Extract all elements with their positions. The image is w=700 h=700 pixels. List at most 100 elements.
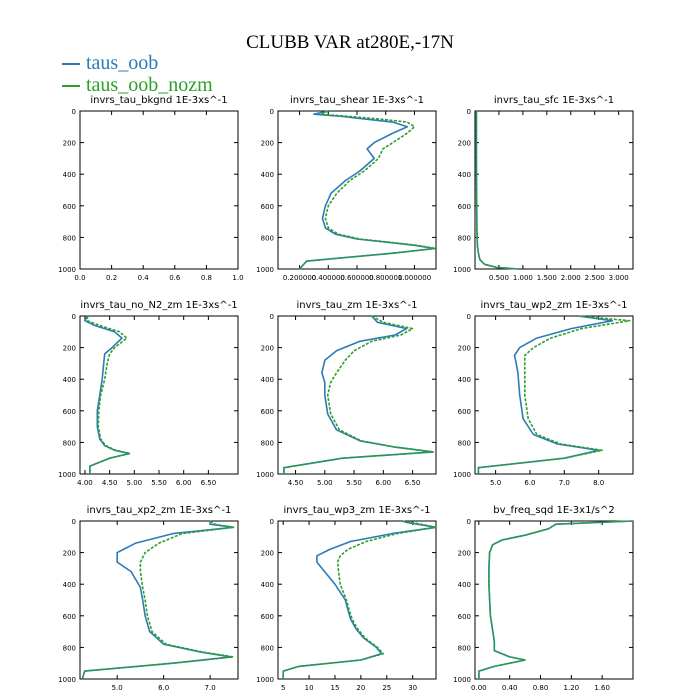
panel-title: invrs_tau_wp2_zm 1E-3xs^-1 <box>481 300 628 311</box>
series-line-taus-oob <box>477 315 614 474</box>
x-tick-label: 5 <box>281 684 285 692</box>
y-tick-label: 1000 <box>256 676 274 684</box>
panel-7: invrs_tau_wp3_zm 1E-3xs^-1 0 200 400 600 800 1… <box>256 505 437 692</box>
y-tick-label: 400 <box>458 376 471 384</box>
y-tick-label: 800 <box>261 234 274 242</box>
y-tick-label: 1000 <box>256 266 274 274</box>
x-tick-label: 7.0 <box>559 479 570 487</box>
y-tick-label: 1000 <box>453 471 471 479</box>
x-tick-label: 5.00 <box>317 479 333 487</box>
y-tick-label: 800 <box>63 234 76 242</box>
x-tick-label: 2.500 <box>585 274 605 282</box>
x-tick-label: 0.800000 <box>369 274 402 282</box>
y-tick-label: 800 <box>261 439 274 447</box>
x-tick-label: 5.0 <box>490 479 501 487</box>
y-tick-label: 200 <box>458 345 471 353</box>
x-tick-label: 1.60 <box>594 684 610 692</box>
x-tick-label: 0.400000 <box>312 274 345 282</box>
y-tick-label: 1000 <box>58 471 76 479</box>
y-tick-label: 400 <box>458 171 471 179</box>
x-tick-label: 15 <box>331 684 340 692</box>
panel-title: invrs_tau_no_N2_zm 1E-3xs^-1 <box>80 300 237 311</box>
x-tick-label: 4.50 <box>288 479 304 487</box>
series-line-taus-oob-nozm <box>282 520 437 679</box>
series-line-taus-oob <box>478 520 634 679</box>
y-tick-label: 600 <box>458 408 471 416</box>
y-tick-label: 200 <box>458 140 471 148</box>
panel-title: invrs_tau_wp3_zm 1E-3xs^-1 <box>284 505 431 516</box>
x-tick-label: 0.80 <box>533 684 549 692</box>
y-tick-label: 400 <box>261 171 274 179</box>
y-tick-label: 0 <box>270 518 274 526</box>
x-tick-label: 0.6 <box>169 274 181 282</box>
series-line-taus-oob <box>298 110 436 270</box>
x-tick-label: 1.500 <box>537 274 557 282</box>
series-line-taus-oob <box>283 315 434 474</box>
panel-title: invrs_tau_xp2_zm 1E-3xs^-1 <box>87 505 232 516</box>
y-tick-label: 800 <box>261 644 274 652</box>
panel-8: bv_freq_sqd 1E-3x1/s^2020040060080010000… <box>453 505 634 692</box>
x-tick-label: 0.8 <box>201 274 212 282</box>
x-tick-label: 5.50 <box>346 479 362 487</box>
series-line-taus-oob-nozm <box>475 111 519 270</box>
x-tick-label: 6.0 <box>524 479 535 487</box>
panel-4: invrs_tau_zm 1E-3xs^-1 0 200 400 600 800 1000 4… <box>256 300 437 487</box>
legend: taus_oob taus_oob_nozm <box>62 52 213 96</box>
series-line-taus-oob <box>81 521 235 680</box>
y-tick-label: 400 <box>63 581 76 589</box>
y-tick-label: 600 <box>63 613 76 621</box>
x-tick-label: 6.0 <box>158 684 169 692</box>
y-tick-label: 200 <box>63 550 76 558</box>
x-tick-label: 1.0 <box>232 274 243 282</box>
y-tick-label: 400 <box>261 376 274 384</box>
y-tick-label: 0 <box>72 518 76 526</box>
y-tick-label: 200 <box>261 140 274 148</box>
x-tick-label: 8.0 <box>593 479 604 487</box>
x-tick-label: 0.4 <box>138 274 150 282</box>
y-tick-label: 600 <box>261 408 274 416</box>
plot-frame <box>79 110 239 270</box>
y-tick-label: 800 <box>458 644 471 652</box>
y-tick-label: 600 <box>458 203 471 211</box>
plot-frame <box>474 315 634 475</box>
panel-title: bv_freq_sqd 1E-3x1/s^2 <box>493 505 615 516</box>
x-tick-label: 0.2 <box>106 274 117 282</box>
x-tick-label: 0.00 <box>471 684 487 692</box>
series-line-taus-oob-nozm <box>478 520 634 679</box>
y-tick-label: 400 <box>261 581 274 589</box>
y-tick-label: 200 <box>261 345 274 353</box>
x-tick-label: 25 <box>382 684 391 692</box>
y-tick-label: 1000 <box>58 676 76 684</box>
y-tick-label: 0 <box>467 518 471 526</box>
series-line-taus-oob <box>475 111 519 270</box>
panel-0: invrs_tau_bkgnd 1E-3xs^-1 0 200 400 600 800 10… <box>58 95 243 282</box>
y-tick-label: 0 <box>72 313 76 321</box>
x-tick-label: 4.00 <box>77 479 93 487</box>
y-tick-label: 200 <box>63 140 76 148</box>
x-tick-label: 1.000 <box>513 274 533 282</box>
legend-label-taus-oob-nozm: taus_oob_nozm <box>86 74 213 96</box>
y-tick-label: 400 <box>63 171 76 179</box>
x-tick-label: 2.000 <box>561 274 581 282</box>
y-tick-label: 1000 <box>256 471 274 479</box>
y-tick-label: 1000 <box>453 676 471 684</box>
x-tick-label: 7.0 <box>205 684 216 692</box>
legend-item-taus-oob-nozm: taus_oob_nozm <box>62 74 213 96</box>
x-tick-label: 6.50 <box>405 479 421 487</box>
figure-title: CLUBB VAR at280E,-17N <box>246 32 454 53</box>
x-tick-label: 30 <box>408 684 417 692</box>
y-tick-label: 1000 <box>453 266 471 274</box>
x-tick-label: 3.000 <box>609 274 629 282</box>
x-tick-label: 1.20 <box>564 684 580 692</box>
plot-frame <box>79 315 239 475</box>
y-tick-label: 600 <box>458 613 471 621</box>
series-line-taus-oob-nozm <box>298 110 437 270</box>
y-tick-label: 200 <box>63 345 76 353</box>
panel-1: invrs_tau_shear 1E-3xs^-1 0 200 400 600 800 10… <box>256 95 437 282</box>
x-tick-label: 5.50 <box>151 479 167 487</box>
x-tick-label: 0.600000 <box>340 274 373 282</box>
plot-frame <box>277 315 437 475</box>
x-tick-label: 0.200000 <box>283 274 316 282</box>
legend-swatch-taus-oob-nozm <box>62 85 80 88</box>
